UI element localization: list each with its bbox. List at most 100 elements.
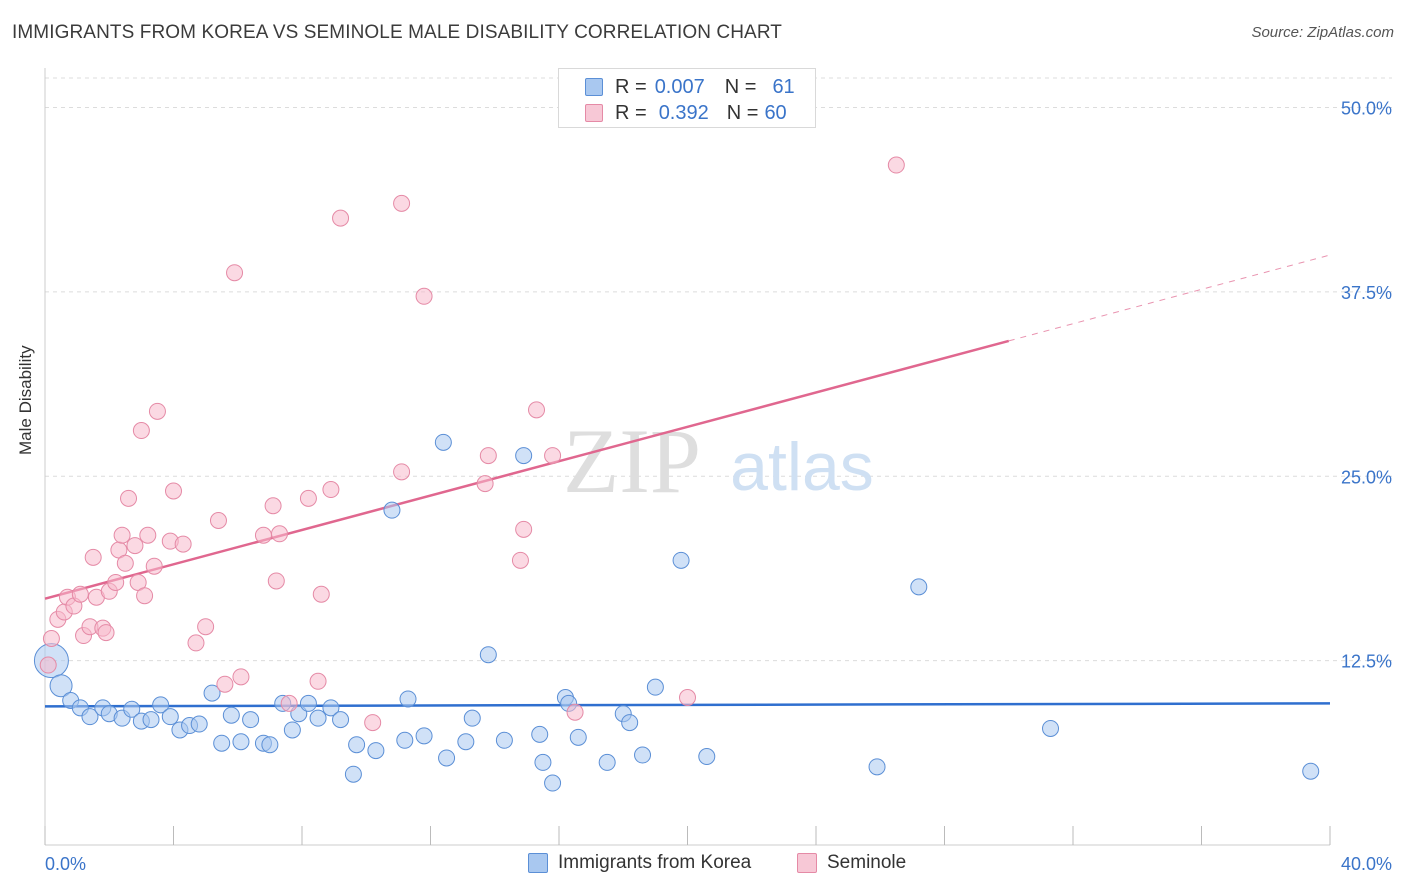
data-point: [544, 774, 562, 792]
data-point: [271, 525, 289, 543]
data-point: [299, 489, 317, 507]
y-axis-label: Male Disability: [16, 345, 35, 455]
data-point: [531, 725, 549, 743]
grid-lines: [45, 77, 1392, 662]
legend-n-label: N =: [726, 101, 759, 124]
data-point: [598, 753, 616, 771]
chart-title: IMMIGRANTS FROM KOREA VS SEMINOLE MALE D…: [12, 22, 783, 43]
watermark-zip: ZIP: [563, 410, 701, 512]
data-point: [495, 731, 513, 749]
legend-row-korea: R = 0.007 N = 61: [615, 75, 795, 99]
data-point: [672, 551, 690, 569]
data-point: [344, 765, 362, 783]
data-point: [254, 526, 272, 544]
data-point: [646, 678, 664, 696]
data-point: [71, 585, 89, 603]
data-point: [396, 731, 414, 749]
data-point: [528, 401, 546, 419]
source-credit: Source: ZipAtlas.com: [1251, 24, 1394, 41]
bottom-legend-korea: Immigrants from Korea: [528, 852, 751, 874]
legend-n-value: 60: [764, 101, 787, 124]
data-point: [544, 447, 562, 465]
data-point: [1042, 719, 1060, 737]
y-tick-label: 25.0%: [1341, 467, 1392, 487]
series-seminole: [39, 156, 905, 732]
data-point: [97, 624, 115, 642]
data-point: [299, 694, 317, 712]
data-point: [515, 447, 533, 465]
data-point: [203, 684, 221, 702]
data-point: [534, 753, 552, 771]
data-point: [232, 668, 250, 686]
legend-r-label: R =: [615, 101, 647, 124]
data-point: [280, 694, 298, 712]
data-point: [887, 156, 905, 174]
data-point: [679, 689, 696, 706]
data-point: [123, 700, 141, 718]
data-point: [383, 501, 401, 519]
data-point: [348, 736, 366, 754]
data-point: [415, 287, 433, 305]
data-points: [33, 156, 1320, 792]
data-point: [226, 264, 244, 282]
data-point: [479, 447, 497, 465]
legend: R = 0.007 N = 61 R = 0.392 N = 60: [558, 68, 816, 128]
data-point: [399, 690, 417, 708]
x-tick-label: 40.0%: [1341, 854, 1392, 874]
data-point: [142, 711, 160, 729]
data-point: [216, 675, 234, 693]
data-point: [364, 714, 382, 732]
bottom-legend-swatch-pink: [797, 853, 817, 873]
data-point: [242, 711, 260, 729]
trend-line-seminole: [44, 339, 1010, 600]
data-point: [322, 699, 340, 717]
x-tick-label: 0.0%: [45, 854, 86, 874]
data-point: [393, 194, 411, 212]
data-point: [81, 708, 99, 726]
data-point: [415, 727, 433, 745]
data-point: [367, 742, 385, 760]
legend-r-value: 0.392: [658, 101, 709, 124]
legend-n-value: 61: [772, 75, 795, 98]
data-point: [332, 711, 350, 729]
data-point: [393, 463, 411, 481]
y-tick-label: 50.0%: [1341, 99, 1392, 119]
data-point: [463, 709, 481, 727]
data-point: [698, 748, 716, 765]
data-point: [174, 535, 192, 553]
data-point: [476, 475, 494, 493]
data-point: [197, 618, 215, 636]
data-point: [438, 749, 456, 767]
data-point: [264, 497, 282, 515]
data-point: [312, 585, 330, 603]
watermark-atlas: atlas: [730, 429, 874, 505]
data-point: [49, 674, 73, 698]
data-point: [566, 703, 584, 721]
data-point: [187, 634, 205, 652]
data-point: [569, 728, 587, 746]
data-point: [621, 714, 639, 732]
data-point: [267, 572, 285, 590]
tick-labels: 12.5% 25.0% 37.5% 50.0% 0.0% 40.0%: [45, 99, 1392, 875]
data-point: [209, 512, 227, 529]
series-korea: [33, 433, 1320, 792]
data-point: [148, 402, 166, 420]
data-point: [39, 656, 57, 674]
data-point: [152, 696, 170, 714]
data-point: [42, 630, 60, 647]
legend-r-label: R =: [615, 75, 647, 98]
y-tick-label: 37.5%: [1341, 283, 1392, 303]
data-point: [165, 482, 182, 500]
data-point: [136, 587, 154, 605]
data-point: [1302, 762, 1320, 780]
data-point: [309, 709, 327, 727]
data-point: [107, 573, 125, 591]
bottom-legend-label: Immigrants from Korea: [558, 852, 752, 873]
data-point: [868, 758, 886, 776]
data-point: [161, 708, 179, 726]
data-point: [126, 537, 144, 555]
data-point: [910, 578, 928, 596]
trend-line-seminole-extension: [1008, 254, 1331, 342]
data-point: [515, 520, 533, 538]
